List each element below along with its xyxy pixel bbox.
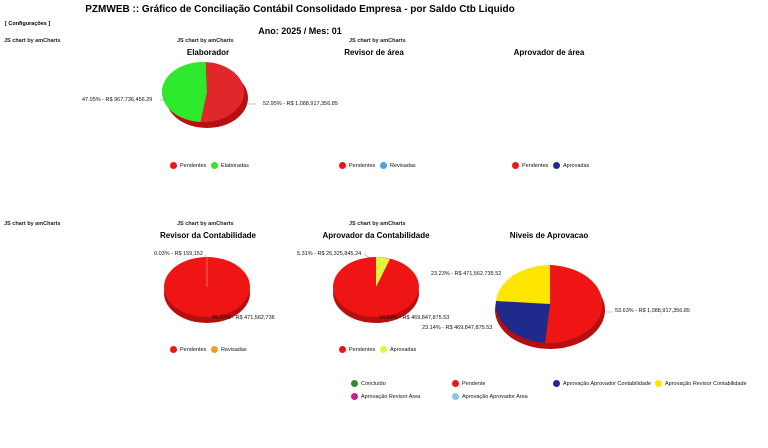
legend-marker-icon [380,346,387,353]
legend-item-pendentes[interactable]: Pendentes [170,162,206,169]
chart-title-elaborador: Elaborador [186,48,230,57]
slice-pendente [545,265,603,344]
legend-marker-icon [211,162,218,169]
legend-marker-icon [339,346,346,353]
leader-line [363,253,371,259]
slice-label: 47.05% - R$ 967,736,456.29 [82,97,153,103]
legend-marker-icon [512,162,519,169]
amcharts-credit[interactable]: JS chart by amCharts [349,221,406,227]
slice-label: 53.63% - R$ 1,088,917,356.85 [615,308,690,314]
legend-item-elaboradas[interactable]: Elaboradas [211,162,249,169]
slice-revisor-contabilidade [496,265,550,304]
legend-item-pendente[interactable]: Pendente [452,380,486,387]
legend-marker-icon [452,393,459,400]
slice-label: 5.31% - R$ 26,325,845.24 [297,251,362,257]
legend-marker-icon [170,162,177,169]
legend-item-aprovacao-revisor-contabilidade[interactable]: Aprovação Revisor Contabilidade [655,380,747,387]
legend-marker-icon [351,380,358,387]
legend-marker-icon [339,162,346,169]
amcharts-credit[interactable]: JS chart by amCharts [177,221,234,227]
slice-aprovadas [376,257,390,287]
legend-item-aprovacao-revisor-area[interactable]: Aprovação Revisor Area [351,393,420,400]
period-subtitle: Ano: 2025 / Mes: 01 [258,26,342,36]
page-title: PZMWEB :: Gráfico de Conciliação Contábi… [85,4,515,15]
amcharts-credit[interactable]: JS chart by amCharts [4,38,61,44]
slice-label: 23.14% - R$ 469,847,875.53 [422,325,493,331]
legend-item-pendentes[interactable]: Pendentes [512,162,548,169]
chart-title-niveis-aprovacao: Niveis de Aprovacao [509,231,589,240]
legend-marker-icon [452,380,459,387]
legend-marker-icon [655,380,662,387]
pie-niveis-aprovacao [495,265,605,349]
legend-item-aprovadas[interactable]: Aprovadas [380,346,416,353]
legend-item-revisadas[interactable]: Revisadas [211,346,247,353]
pie-elaborador [161,61,248,128]
legend-item-revisadas[interactable]: Revisadas [380,162,416,169]
slice-label: 0.03% - R$ 159,152 [154,251,203,257]
pie-revisor-contabilidade [164,257,250,323]
slice-pendentes [200,62,245,123]
legend-item-pendentes[interactable]: Pendentes [339,346,375,353]
chart-title-aprovador-contabilidade: Aprovador da Contabilidade [322,231,430,240]
slice-label: 52.95% - R$ 1,088,917,356.85 [263,101,338,107]
legend-marker-icon [553,380,560,387]
slice-label: 94.69% - R$ 469,847,875.53 [379,315,450,321]
slice-label: 99.97% - R$ 471,562,736 [212,315,275,321]
legend-item-pendentes[interactable]: Pendentes [339,162,375,169]
legend-marker-icon [211,346,218,353]
pie-aprovador-contabilidade [333,257,419,323]
legend-item-pendentes[interactable]: Pendentes [170,346,206,353]
amcharts-credit[interactable]: JS chart by amCharts [349,38,406,44]
legend-item-aprovacao-aprovador-contabilidade[interactable]: Aprovação Aprovador Contabilidade [553,380,651,387]
legend-item-aprovadas[interactable]: Aprovadas [553,162,589,169]
slice-elaboradas [161,61,207,122]
slice-aprovador-contabilidade [495,301,550,343]
legend-marker-icon [351,393,358,400]
legend-marker-icon [553,162,560,169]
slice-label: 23.23% - R$ 471,562,735.52 [431,271,502,277]
chart-title-revisor-contabilidade: Revisor da Contabilidade [159,231,257,240]
config-link[interactable]: [ Configurações ] [5,21,51,27]
legend-marker-icon [170,346,177,353]
chart-title-aprovador-area: Aprovador de área [513,48,585,57]
chart-title-revisor-area: Revisor de área [344,48,404,57]
amcharts-credit[interactable]: JS chart by amCharts [177,38,234,44]
amcharts-credit[interactable]: JS chart by amCharts [4,221,61,227]
legend-item-aprovacao-aprovador-area[interactable]: Aprovação Aprovador Area [452,393,528,400]
legend-marker-icon [380,162,387,169]
legend-item-concluido[interactable]: Concluído [351,380,386,387]
